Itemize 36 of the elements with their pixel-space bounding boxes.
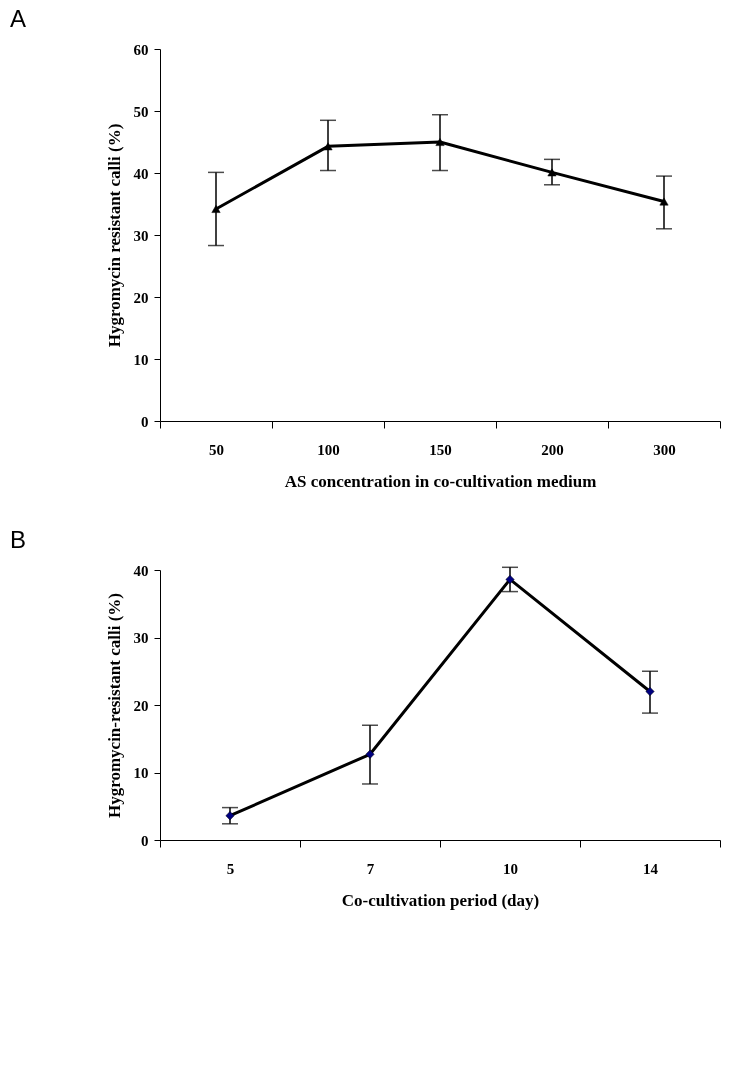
y-tick-label: 10 (133, 765, 149, 781)
y-tick-label: 40 (133, 165, 149, 182)
point (505, 575, 515, 584)
y-axis-title: Hygromycin-resistant calli (%) (104, 592, 124, 819)
y-tick-label: 20 (133, 289, 149, 306)
x-tick-label: 5 (226, 860, 235, 877)
x-tick-label: 10 (503, 860, 518, 877)
y-tick-label: 60 (133, 41, 149, 58)
y-tick-label: 10 (133, 351, 149, 368)
point (365, 749, 375, 759)
y-tick-label: 20 (133, 697, 149, 714)
y-tick-label: 50 (133, 103, 149, 120)
point (645, 687, 655, 696)
x-tick-label: 100 (317, 441, 340, 458)
x-tick-label: 14 (643, 860, 659, 877)
chart-title: A (10, 5, 27, 32)
point (435, 138, 445, 146)
x-tick-label: 150 (429, 441, 452, 458)
chart-title: B (10, 526, 27, 553)
y-tick-label: 30 (133, 630, 149, 646)
point (659, 197, 669, 206)
x-tick-label: 7 (366, 860, 375, 877)
x-tick-label: 300 (653, 441, 676, 458)
point (211, 205, 221, 213)
y-axis-title: Hygromycin resistant calli (%) (104, 123, 124, 348)
y-tick-label: 0 (141, 832, 149, 849)
x-tick-label: 200 (541, 441, 564, 458)
x-axis-title: AS concentration in co-cultivation medium (284, 471, 597, 491)
y-tick-label: 30 (133, 227, 149, 244)
point (323, 142, 333, 151)
point (547, 168, 557, 177)
x-axis-title: Co-cultivation period (day) (341, 890, 540, 910)
x-tick-label: 50 (209, 441, 224, 458)
y-tick-label: 40 (133, 562, 149, 579)
point (225, 811, 235, 821)
y-tick-label: 0 (141, 413, 149, 430)
